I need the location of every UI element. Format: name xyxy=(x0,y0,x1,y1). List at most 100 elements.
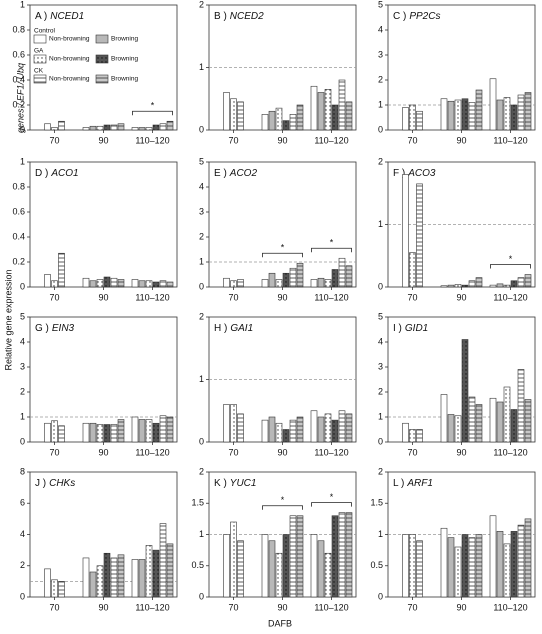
x-tick-label: 110–120 xyxy=(135,447,169,457)
bar xyxy=(310,279,318,288)
gene-name: CHKs xyxy=(49,478,75,489)
panel-letter: F ) xyxy=(393,168,405,179)
x-tick-label: 70 xyxy=(228,447,238,457)
bar xyxy=(131,127,139,131)
bar xyxy=(503,543,511,598)
legend-group: Control xyxy=(34,28,56,35)
y-tick-label: 0.8 xyxy=(12,24,25,34)
bar xyxy=(503,284,511,288)
bar xyxy=(237,279,244,288)
y-tick-label: 4 xyxy=(199,181,204,191)
x-tick-label: 90 xyxy=(277,135,287,145)
y-tick-label: 4 xyxy=(378,24,383,34)
bar xyxy=(44,274,51,288)
panel-letter: H ) xyxy=(214,323,227,334)
panel-title: L ) ARF1 xyxy=(393,478,433,489)
bar xyxy=(223,534,230,598)
y-tick-label: 0 xyxy=(378,436,383,446)
panel-letter: C ) xyxy=(393,11,406,22)
panel-title: H ) GAI1 xyxy=(214,323,253,334)
bar xyxy=(230,280,237,288)
y-tick-label: 0.2 xyxy=(12,99,25,109)
bar xyxy=(152,422,160,443)
legend-swatch xyxy=(33,34,47,44)
bar xyxy=(289,419,297,443)
bar xyxy=(510,104,518,131)
bar xyxy=(345,101,353,131)
bar xyxy=(517,524,525,598)
x-tick-label: 110–120 xyxy=(135,292,169,302)
bar xyxy=(475,89,483,131)
y-tick-label: 2 xyxy=(378,466,383,476)
y-tick-label: 1 xyxy=(378,411,383,421)
bar xyxy=(345,265,353,288)
legend-swatch xyxy=(95,74,109,84)
bar xyxy=(489,284,497,288)
bar xyxy=(524,274,532,288)
y-tick-label: 1.5 xyxy=(370,498,383,508)
bar xyxy=(324,89,332,131)
bar xyxy=(58,120,65,131)
x-tick-label: 70 xyxy=(49,602,59,612)
bar xyxy=(138,559,146,598)
bar xyxy=(409,534,416,598)
y-tick-label: 3 xyxy=(378,49,383,59)
bar xyxy=(103,276,111,288)
bar xyxy=(468,102,476,131)
panel-title: A ) NCED1 xyxy=(35,11,84,22)
y-tick-label: 2 xyxy=(199,466,204,476)
bar xyxy=(131,279,139,288)
y-tick-label: 0.5 xyxy=(370,560,383,570)
bar xyxy=(317,540,325,598)
bar xyxy=(496,401,504,443)
y-tick-label: 1 xyxy=(20,0,25,9)
bar xyxy=(261,534,269,598)
bar xyxy=(58,252,65,288)
bar xyxy=(223,92,230,131)
bar xyxy=(447,414,455,443)
x-tick-label: 70 xyxy=(49,292,59,302)
bar xyxy=(145,280,153,288)
x-tick-label: 90 xyxy=(456,135,466,145)
bar xyxy=(517,277,525,288)
bar xyxy=(338,512,346,598)
bar xyxy=(324,279,332,288)
bar xyxy=(510,531,518,598)
bar xyxy=(454,99,462,131)
bar xyxy=(237,413,244,443)
x-tick-label: 70 xyxy=(49,135,59,145)
bar xyxy=(237,540,244,598)
bar xyxy=(51,280,58,288)
x-tick-label: 110–120 xyxy=(493,135,527,145)
bar xyxy=(461,339,469,443)
legend-label: Browning xyxy=(111,36,138,43)
panel-letter: D ) xyxy=(35,168,48,179)
bar xyxy=(331,419,339,443)
gene-name: ARF1 xyxy=(406,478,433,489)
y-tick-label: 1 xyxy=(199,374,204,384)
bar xyxy=(268,416,276,443)
x-tick-label: 110–120 xyxy=(314,135,348,145)
bar xyxy=(268,540,276,598)
bar xyxy=(261,419,269,443)
y-tick-label: 5 xyxy=(378,0,383,9)
bar xyxy=(289,515,297,598)
gene-name: GAI1 xyxy=(230,323,253,334)
bar xyxy=(230,98,237,131)
panel-letter: A ) xyxy=(35,11,47,22)
bar xyxy=(138,127,146,131)
y-tick-label: 5 xyxy=(378,311,383,321)
bar xyxy=(51,420,58,443)
x-tick-label: 110–120 xyxy=(314,447,348,457)
y-tick-label: 2 xyxy=(199,311,204,321)
bar xyxy=(103,124,111,131)
legend-group: GA xyxy=(34,48,44,55)
bar xyxy=(275,422,283,443)
bar xyxy=(117,554,125,598)
x-tick-label: 90 xyxy=(98,602,108,612)
panel-letter: J ) xyxy=(35,478,46,489)
bar xyxy=(310,534,318,598)
significance-mark: * xyxy=(330,492,334,502)
bar xyxy=(51,127,58,131)
gene-name: ACO1 xyxy=(50,168,78,179)
